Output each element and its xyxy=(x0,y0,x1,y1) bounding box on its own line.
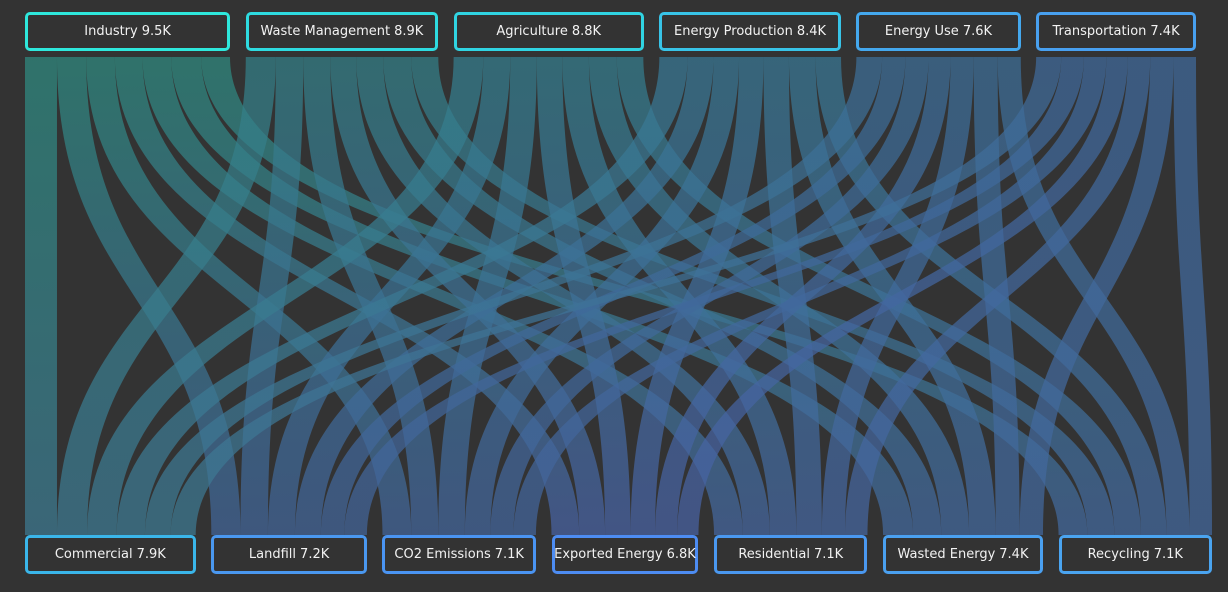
link-agriculture-to-residential[interactable] xyxy=(562,57,797,535)
node-value: 8.8K xyxy=(571,24,602,39)
node-value: 7.6K xyxy=(962,24,993,39)
node-name: Exported Energy xyxy=(554,547,663,562)
source-node-energy-production[interactable]: Energy Production 8.4K xyxy=(659,12,841,51)
node-name: Recycling xyxy=(1087,547,1150,562)
link-agriculture-to-recycling[interactable] xyxy=(616,57,1141,535)
link-waste-management-to-co2-emissions[interactable] xyxy=(303,57,439,535)
link-transportation-to-exported-energy[interactable] xyxy=(677,57,1128,535)
link-agriculture-to-commercial[interactable] xyxy=(87,57,484,535)
target-node-exported-energy[interactable]: Exported Energy 6.8K xyxy=(551,535,699,574)
node-value: 7.1K xyxy=(1153,547,1183,562)
node-name: Commercial xyxy=(54,547,133,562)
source-node-energy-use[interactable]: Energy Use 7.6K xyxy=(856,12,1021,51)
link-industry-to-recycling[interactable] xyxy=(201,57,1088,535)
node-name: Transportation xyxy=(1052,24,1147,39)
link-energy-production-to-exported-energy[interactable] xyxy=(630,57,764,535)
link-industry-to-commercial[interactable] xyxy=(25,57,57,535)
node-name: Wasted Energy xyxy=(897,547,996,562)
node-value: 6.8K xyxy=(666,547,696,562)
link-agriculture-to-co2-emissions[interactable] xyxy=(438,57,537,535)
target-node-recycling[interactable]: Recycling 7.1K xyxy=(1058,535,1212,574)
node-value: 7.4K xyxy=(1150,24,1180,39)
node-value: 8.9K xyxy=(394,24,424,39)
link-industry-to-exported-energy[interactable] xyxy=(114,57,580,535)
node-value: 7.1K xyxy=(813,547,844,562)
node-value: 7.4K xyxy=(999,547,1029,562)
link-waste-management-to-wasted-energy[interactable] xyxy=(383,57,942,535)
node-value: 9.5K xyxy=(141,24,171,39)
link-transportation-to-wasted-energy[interactable] xyxy=(1019,57,1174,535)
node-value: 7.1K xyxy=(494,547,524,562)
node-value: 7.9K xyxy=(136,547,166,562)
link-energy-use-to-commercial[interactable] xyxy=(144,57,883,535)
node-name: Energy Use xyxy=(884,24,959,39)
link-industry-to-landfill[interactable] xyxy=(56,57,241,535)
target-node-commercial[interactable]: Commercial 7.9K xyxy=(25,535,196,574)
source-node-agriculture[interactable]: Agriculture 8.8K xyxy=(453,12,644,51)
node-value: 8.4K xyxy=(796,24,827,39)
link-waste-management-to-residential[interactable] xyxy=(356,57,770,535)
node-value: 7.2K xyxy=(300,547,330,562)
node-name: Agriculture xyxy=(496,24,568,39)
target-node-co2-emissions[interactable]: CO2 Emissions 7.1K xyxy=(382,535,536,574)
link-transportation-to-recycling[interactable] xyxy=(1173,57,1212,535)
target-node-residential[interactable]: Residential 7.1K xyxy=(714,535,868,574)
node-name: Waste Management xyxy=(260,24,391,39)
target-node-landfill[interactable]: Landfill 7.2K xyxy=(211,535,367,574)
link-agriculture-to-exported-energy[interactable] xyxy=(536,57,631,535)
link-transportation-to-residential[interactable] xyxy=(845,57,1151,535)
link-energy-production-to-commercial[interactable] xyxy=(116,57,688,535)
node-name: CO2 Emissions xyxy=(394,547,491,562)
node-name: Residential xyxy=(738,547,810,562)
source-node-waste-management[interactable]: Waste Management 8.9K xyxy=(245,12,439,51)
source-node-industry[interactable]: Industry 9.5K xyxy=(25,12,231,51)
link-transportation-to-co2-emissions[interactable] xyxy=(513,57,1107,535)
link-agriculture-to-wasted-energy[interactable] xyxy=(588,57,970,535)
node-name: Energy Production xyxy=(674,24,793,39)
link-waste-management-to-recycling[interactable] xyxy=(411,57,1115,535)
node-name: Landfill xyxy=(248,547,297,562)
link-industry-to-wasted-energy[interactable] xyxy=(171,57,914,535)
target-node-wasted-energy[interactable]: Wasted Energy 7.4K xyxy=(883,535,1043,574)
link-industry-to-residential[interactable] xyxy=(142,57,743,535)
node-name: Industry xyxy=(84,24,138,39)
link-waste-management-to-commercial[interactable] xyxy=(56,57,276,535)
link-transportation-to-commercial[interactable] xyxy=(170,57,1062,535)
link-industry-to-co2-emissions[interactable] xyxy=(86,57,412,535)
link-waste-management-to-exported-energy[interactable] xyxy=(330,57,606,535)
link-transportation-to-landfill[interactable] xyxy=(344,57,1084,535)
source-node-transportation[interactable]: Transportation 7.4K xyxy=(1036,12,1196,51)
